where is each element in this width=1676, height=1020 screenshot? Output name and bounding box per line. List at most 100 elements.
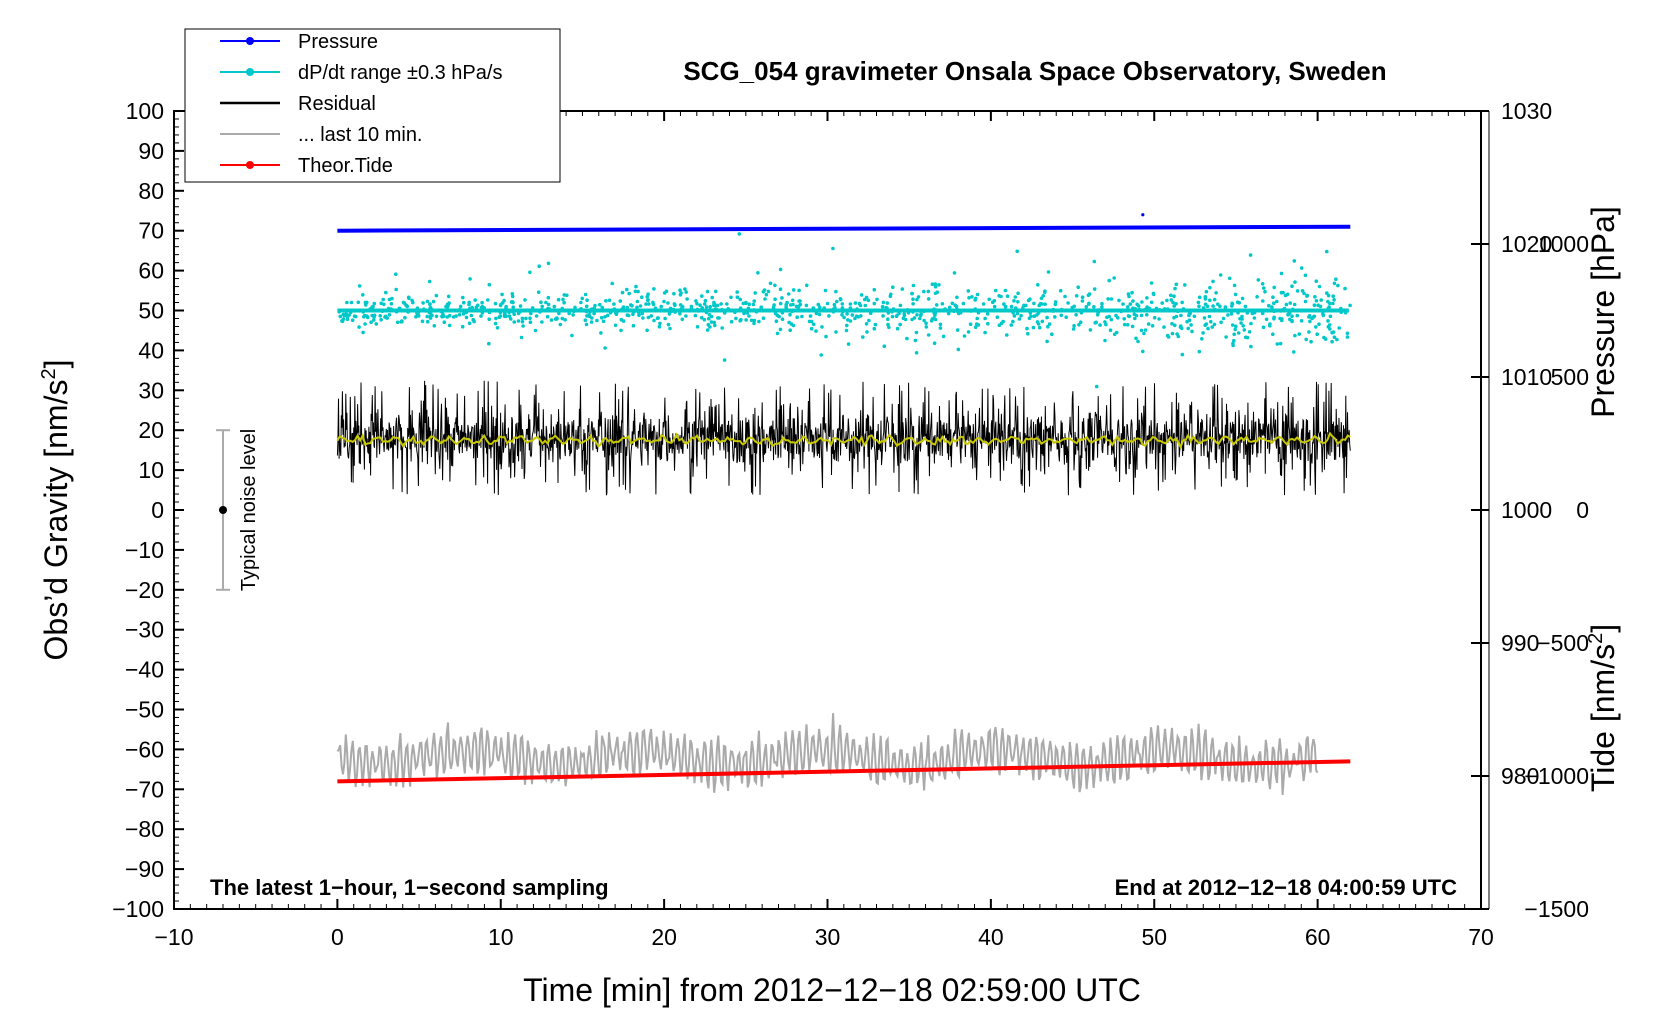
- pressure-outlier: [1141, 213, 1145, 217]
- dpdt-point: [504, 304, 508, 309]
- dpdt-point: [1280, 317, 1284, 321]
- dpdt-point: [640, 295, 644, 300]
- dpdt-point: [895, 326, 900, 331]
- dpdt-point: [791, 323, 796, 328]
- dpdt-point: [1047, 322, 1052, 326]
- dpdt-point: [612, 302, 616, 306]
- noise-level-indicator: Typical noise level: [216, 429, 260, 591]
- dpdt-point: [434, 314, 439, 319]
- dpdt-point: [1230, 304, 1234, 308]
- dpdt-point: [403, 315, 407, 320]
- dpdt-point: [534, 314, 539, 318]
- dpdt-point: [817, 308, 822, 313]
- dpdt-point: [834, 289, 838, 294]
- dpdt-point: [938, 322, 943, 327]
- dpdt-point: [679, 307, 684, 311]
- dpdt-point: [863, 303, 868, 308]
- dpdt-point: [1247, 330, 1252, 334]
- dpdt-point: [705, 328, 710, 332]
- dpdt-point: [780, 296, 784, 300]
- dpdt-point: [703, 298, 708, 303]
- dpdt-point: [1145, 313, 1149, 317]
- dpdt-point: [560, 316, 565, 321]
- dpdt-point: [603, 346, 607, 350]
- dpdt-point: [555, 317, 559, 321]
- dpdt-point: [1035, 320, 1040, 324]
- dpdt-point: [1299, 319, 1304, 323]
- dpdt-point: [911, 302, 915, 306]
- dpdt-point: [1229, 312, 1234, 316]
- dpdt-point: [1326, 293, 1331, 298]
- dpdt-point: [1128, 302, 1133, 306]
- dpdt-point: [834, 330, 838, 334]
- dpdt-point: [872, 301, 877, 306]
- dpdt-point: [645, 328, 649, 333]
- dpdt-point: [1086, 293, 1091, 298]
- dpdt-point: [357, 325, 361, 329]
- dpdt-point: [1041, 294, 1046, 298]
- y-tick-label: −80: [125, 816, 164, 842]
- dpdt-point: [955, 307, 959, 312]
- dpdt-point: [742, 311, 746, 316]
- dpdt-point: [357, 284, 362, 288]
- dpdt-point: [1317, 322, 1321, 327]
- dpdt-point: [1028, 311, 1033, 315]
- dpdt-point: [1252, 310, 1257, 315]
- dpdt-series: [337, 232, 1352, 389]
- dpdt-point: [556, 297, 561, 302]
- dpdt-point: [585, 298, 589, 303]
- dpdt-point: [1106, 297, 1110, 301]
- dpdt-point: [1122, 322, 1127, 327]
- dpdt-point: [1116, 316, 1120, 320]
- dpdt-point: [427, 279, 432, 284]
- dpdt-point: [726, 307, 730, 311]
- dpdt-point: [1302, 291, 1306, 296]
- dpdt-point: [1108, 328, 1113, 333]
- dpdt-point: [1243, 304, 1248, 309]
- dpdt-point: [528, 320, 533, 325]
- dpdt-point: [447, 301, 451, 305]
- dpdt-point: [1226, 313, 1230, 317]
- dpdt-point: [1094, 384, 1099, 389]
- dpdt-point: [457, 307, 462, 312]
- dpdt-point: [1092, 259, 1097, 264]
- dpdt-point: [1011, 311, 1015, 315]
- dpdt-point: [1162, 325, 1166, 329]
- dpdt-point: [1272, 301, 1276, 306]
- dpdt-point: [1262, 286, 1266, 290]
- dpdt-point: [1019, 313, 1023, 318]
- dpdt-point: [1292, 302, 1297, 307]
- dpdt-point: [610, 281, 614, 286]
- x-tick-label: 40: [978, 924, 1004, 950]
- dpdt-point: [1009, 304, 1014, 309]
- dpdt-point: [605, 313, 610, 318]
- y-tick-label: −20: [125, 577, 164, 603]
- dpdt-point: [811, 306, 816, 310]
- dpdt-point: [474, 305, 479, 310]
- dpdt-point: [509, 300, 514, 304]
- dpdt-point: [922, 289, 926, 294]
- dpdt-point: [1290, 319, 1294, 324]
- dpdt-point: [911, 297, 915, 302]
- dpdt-point: [885, 301, 890, 305]
- dpdt-point: [1003, 288, 1008, 293]
- dpdt-point: [1104, 322, 1108, 327]
- dpdt-point: [1053, 315, 1057, 319]
- dpdt-point: [955, 295, 959, 300]
- dpdt-point: [1186, 326, 1190, 331]
- dpdt-point: [446, 294, 451, 299]
- dpdt-point: [666, 322, 671, 327]
- dpdt-point: [442, 320, 447, 325]
- dpdt-point: [357, 309, 362, 313]
- dpdt-point: [494, 316, 498, 321]
- dpdt-point: [1126, 305, 1130, 309]
- dpdt-point: [365, 314, 369, 318]
- dpdt-point: [1272, 285, 1276, 290]
- dpdt-point: [1331, 294, 1335, 299]
- dpdt-point: [713, 323, 717, 328]
- dpdt-point: [1015, 249, 1019, 254]
- dpdt-point: [1292, 259, 1297, 263]
- dpdt-point: [708, 304, 712, 309]
- dpdt-point: [861, 335, 865, 339]
- dpdt-point: [1043, 289, 1047, 294]
